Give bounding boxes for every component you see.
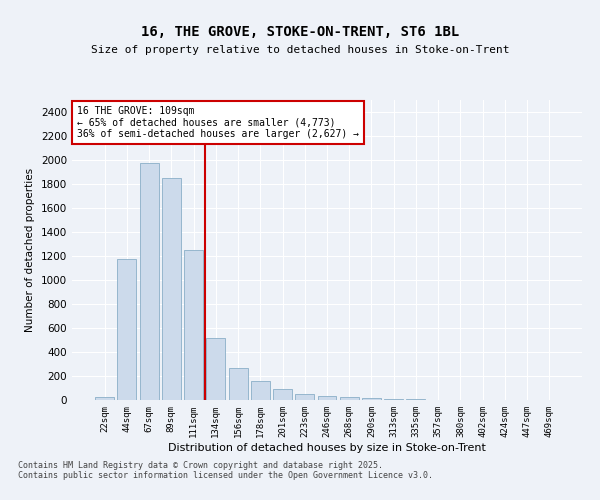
Y-axis label: Number of detached properties: Number of detached properties [25, 168, 35, 332]
Bar [340, 397, 359, 400]
Bar [362, 398, 381, 400]
Text: Contains HM Land Registry data © Crown copyright and database right 2025.: Contains HM Land Registry data © Crown c… [18, 460, 383, 469]
Bar [206, 338, 225, 400]
Bar [184, 250, 203, 400]
Bar [95, 397, 114, 400]
Bar [229, 368, 248, 400]
Bar [295, 394, 314, 400]
Text: Size of property relative to detached houses in Stoke-on-Trent: Size of property relative to detached ho… [91, 45, 509, 55]
Bar [118, 259, 136, 400]
Bar [251, 382, 270, 400]
Text: 16 THE GROVE: 109sqm
← 65% of detached houses are smaller (4,773)
36% of semi-de: 16 THE GROVE: 109sqm ← 65% of detached h… [77, 106, 359, 139]
Bar [140, 163, 158, 400]
Bar [273, 389, 292, 400]
Bar [162, 178, 181, 400]
X-axis label: Distribution of detached houses by size in Stoke-on-Trent: Distribution of detached houses by size … [168, 442, 486, 452]
Text: Contains public sector information licensed under the Open Government Licence v3: Contains public sector information licen… [18, 470, 433, 480]
Bar [317, 396, 337, 400]
Bar [384, 399, 403, 400]
Text: 16, THE GROVE, STOKE-ON-TRENT, ST6 1BL: 16, THE GROVE, STOKE-ON-TRENT, ST6 1BL [141, 26, 459, 40]
